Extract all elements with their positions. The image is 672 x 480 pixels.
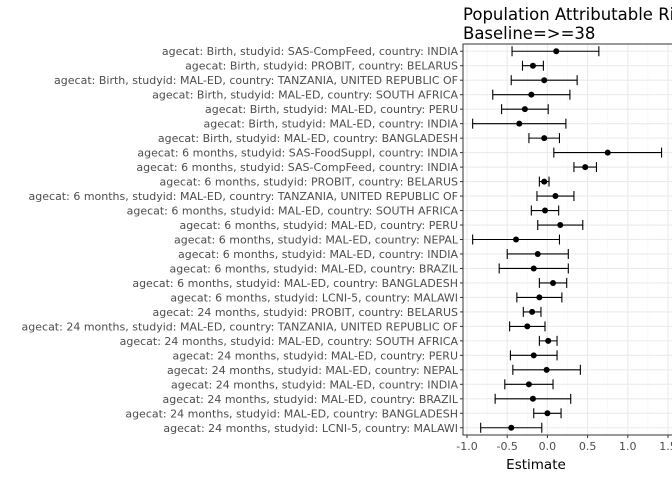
point-estimates <box>508 48 611 431</box>
row-label: agecat: 6 months, studyid: MAL-ED, count… <box>29 190 458 203</box>
point-estimate <box>521 106 528 113</box>
point-estimate <box>536 294 543 301</box>
point-estimate <box>534 250 541 257</box>
row-label: agecat: Birth, studyid: MAL-ED, country:… <box>152 89 458 102</box>
point-estimate <box>541 207 548 214</box>
row-label: agecat: 6 months, studyid: MAL-ED, count… <box>170 262 459 275</box>
row-label: agecat: Birth, studyid: MAL-ED, country:… <box>54 74 458 87</box>
point-estimate <box>557 222 564 229</box>
point-estimate <box>543 366 550 373</box>
point-estimate <box>544 410 551 417</box>
x-tick-label: 1.5 <box>659 440 672 453</box>
point-estimate <box>541 77 548 84</box>
row-label: agecat: Birth, studyid: MAL-ED, country:… <box>204 118 459 131</box>
row-label: agecat: 24 months, studyid: MAL-ED, coun… <box>163 393 459 406</box>
point-estimate <box>550 279 557 286</box>
x-tick-label: -1.0 <box>456 440 477 453</box>
x-axis-ticks: -1.0 -0.5 0.0 0.5 1.0 1.5 <box>456 435 672 453</box>
point-estimate <box>529 395 536 402</box>
point-estimate <box>529 308 536 315</box>
x-tick-label: -0.5 <box>496 440 517 453</box>
row-label: agecat: Birth, studyid: PROBIT, country:… <box>185 60 458 73</box>
point-estimate <box>552 193 559 200</box>
row-label: agecat: 6 months, studyid: MAL-ED, count… <box>127 205 459 218</box>
point-estimate <box>528 91 535 98</box>
point-estimate <box>524 323 531 330</box>
point-estimate <box>541 135 548 142</box>
row-label: agecat: 6 months, studyid: MAL-ED, count… <box>179 219 458 232</box>
row-label: agecat: 24 months, studyid: MAL-ED, coun… <box>125 407 458 420</box>
row-label: agecat: 6 months, studyid: MAL-ED, count… <box>132 277 458 290</box>
chart-title-line-1: Population Attributable Ris <box>463 5 672 24</box>
point-estimate <box>516 120 523 127</box>
point-estimate <box>529 62 536 69</box>
point-estimate <box>582 164 589 171</box>
row-label: agecat: 24 months, studyid: MAL-ED, coun… <box>167 364 459 377</box>
point-estimate <box>513 236 520 243</box>
row-label: agecat: 24 months, studyid: MAL-ED, coun… <box>22 320 458 333</box>
row-label: agecat: Birth, studyid: MAL-ED, country:… <box>205 103 458 116</box>
panel-border <box>462 43 672 436</box>
point-estimate <box>530 352 537 359</box>
row-label: agecat: Birth, studyid: SAS-CompFeed, co… <box>162 45 459 58</box>
row-label: agecat: Birth, studyid: MAL-ED, country:… <box>158 132 458 145</box>
x-axis-label: Estimate <box>506 457 566 473</box>
point-estimate <box>508 424 515 431</box>
row-label: agecat: 6 months, studyid: SAS-CompFeed,… <box>136 161 458 174</box>
row-label: agecat: 6 months, studyid: PROBIT, count… <box>160 176 458 189</box>
row-label: agecat: 24 months, studyid: PROBIT, coun… <box>153 306 458 319</box>
point-estimate <box>604 149 611 156</box>
row-label: agecat: 6 months, studyid: MAL-ED, count… <box>178 248 458 261</box>
row-label: agecat: 6 months, studyid: LCNI-5, count… <box>170 291 458 304</box>
x-tick-label: 1.0 <box>619 440 637 453</box>
x-tick-label: 0.5 <box>579 440 597 453</box>
y-axis-labels: agecat: Birth, studyid: SAS-CompFeed, co… <box>22 45 459 435</box>
row-label: agecat: 24 months, studyid: LCNI-5, coun… <box>163 422 458 435</box>
x-tick-label: 0.0 <box>539 440 557 453</box>
row-label: agecat: 24 months, studyid: MAL-ED, coun… <box>120 335 459 348</box>
point-estimate <box>545 337 552 344</box>
point-estimate <box>530 265 537 272</box>
row-label: agecat: 24 months, studyid: MAL-ED, coun… <box>172 349 458 362</box>
row-label: agecat: 6 months, studyid: MAL-ED, count… <box>174 234 459 247</box>
row-label: agecat: 6 months, studyid: SAS-FoodSuppl… <box>137 147 458 160</box>
row-label: agecat: 24 months, studyid: MAL-ED, coun… <box>171 378 458 391</box>
point-estimate <box>541 178 548 185</box>
chart-title-line-2: Baseline=>=38 <box>463 24 595 43</box>
point-estimate <box>525 381 532 388</box>
point-estimate <box>553 48 560 55</box>
